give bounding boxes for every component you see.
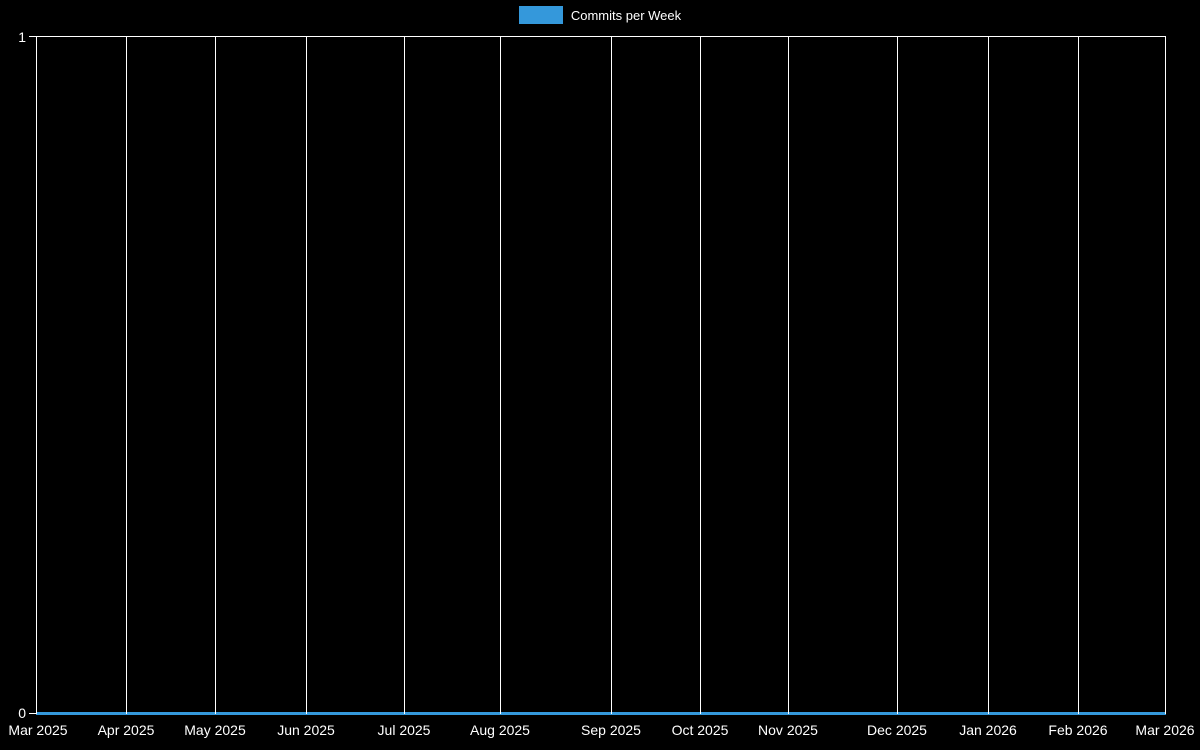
- gridline-x-sep-2025: [611, 37, 612, 714]
- xtick-label-nov-2025: Nov 2025: [758, 722, 818, 738]
- legend-label-commits-per-week: Commits per Week: [570, 7, 682, 23]
- xtick-mark-feb-2026: [1078, 705, 1079, 714]
- xtick-mark-dec-2025: [897, 705, 898, 714]
- xtick-label-jan-2026: Jan 2026: [959, 722, 1017, 738]
- xtick-label-sep-2025: Sep 2025: [581, 722, 641, 738]
- gridline-x-nov-2025: [788, 37, 789, 714]
- xtick-mark-aug-2025: [500, 705, 501, 714]
- xtick-mark-mar-2026: [1165, 705, 1166, 714]
- gridline-x-jul-2025: [404, 37, 405, 714]
- gridline-x-mar-2025: [36, 37, 37, 714]
- xtick-label-jun-2025: Jun 2025: [277, 722, 335, 738]
- xtick-mark-jul-2025: [404, 705, 405, 714]
- xtick-mark-jun-2025: [306, 705, 307, 714]
- xtick-mark-apr-2025: [126, 705, 127, 714]
- gridline-x-feb-2026: [1078, 37, 1079, 714]
- gridline-x-apr-2025: [126, 37, 127, 714]
- gridline-top: [36, 36, 1166, 37]
- xtick-mark-nov-2025: [788, 705, 789, 714]
- xtick-label-mar-2026: Mar 2026: [1135, 722, 1195, 738]
- xtick-label-jul-2025: Jul 2025: [377, 722, 431, 738]
- xtick-label-aug-2025: Aug 2025: [470, 722, 530, 738]
- xtick-label-may-2025: May 2025: [184, 722, 246, 738]
- gridline-x-aug-2025: [500, 37, 501, 714]
- xtick-mark-mar-2025: [36, 705, 37, 714]
- gridline-x-dec-2025: [897, 37, 898, 714]
- gridline-x-jun-2025: [306, 37, 307, 714]
- gridline-x-may-2025: [215, 37, 216, 714]
- gridline-x-oct-2025: [700, 37, 701, 714]
- xtick-mark-jan-2026: [988, 705, 989, 714]
- series-line-commits-per-week: [36, 712, 1166, 715]
- xtick-label-apr-2025: Apr 2025: [97, 722, 155, 738]
- xtick-label-oct-2025: Oct 2025: [671, 722, 729, 738]
- ytick-mark-0: [29, 713, 37, 714]
- xtick-label-feb-2026: Feb 2026: [1048, 722, 1108, 738]
- legend-entry-commits-per-week[interactable]: Commits per Week: [518, 6, 682, 24]
- legend-swatch-commits-icon: [518, 6, 563, 24]
- xtick-mark-oct-2025: [700, 705, 701, 714]
- gridline-x-mar-2026: [1165, 37, 1166, 714]
- xtick-label-dec-2025: Dec 2025: [867, 722, 927, 738]
- ytick-mark-1: [29, 36, 37, 37]
- xtick-mark-may-2025: [215, 705, 216, 714]
- gridline-x-jan-2026: [988, 37, 989, 714]
- xtick-mark-sep-2025: [611, 705, 612, 714]
- chart-legend: Commits per Week: [0, 0, 1200, 30]
- ytick-label-0: 0: [18, 705, 26, 721]
- xtick-label-mar-2025: Mar 2025: [8, 722, 68, 738]
- ytick-label-1: 1: [18, 29, 26, 45]
